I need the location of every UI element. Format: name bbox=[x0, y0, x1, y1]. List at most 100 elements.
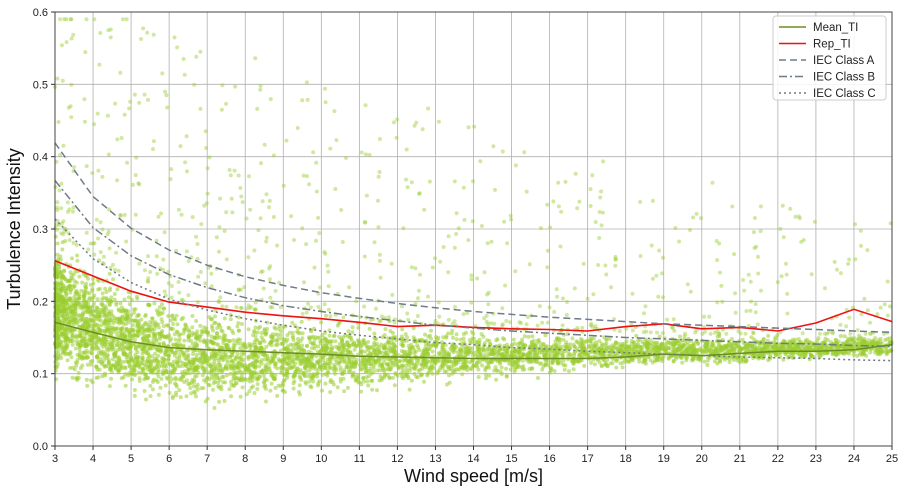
scatter-point bbox=[72, 279, 77, 284]
scatter-point bbox=[259, 358, 264, 363]
scatter-point bbox=[55, 275, 60, 280]
scatter-point bbox=[498, 347, 503, 352]
scatter-point bbox=[382, 373, 387, 378]
scatter-point bbox=[167, 374, 172, 379]
scatter-point bbox=[147, 353, 152, 358]
scatter-point bbox=[416, 369, 421, 373]
scatter-point bbox=[148, 394, 153, 399]
scatter-point bbox=[402, 349, 407, 354]
scatter-point bbox=[407, 358, 412, 363]
scatter-point bbox=[346, 369, 351, 374]
scatter-point bbox=[256, 376, 261, 381]
scatter-point bbox=[422, 379, 426, 384]
scatter-point bbox=[423, 332, 427, 337]
scatter-point bbox=[192, 378, 197, 383]
scatter-point bbox=[253, 325, 258, 330]
scatter-point bbox=[358, 359, 363, 363]
scatter-point bbox=[136, 333, 141, 338]
scatter-point bbox=[454, 359, 458, 364]
scatter-point bbox=[159, 348, 164, 353]
scatter-point bbox=[556, 361, 561, 366]
scatter-point bbox=[411, 326, 416, 331]
scatter-point bbox=[112, 292, 117, 296]
scatter-point bbox=[685, 343, 690, 347]
scatter-point bbox=[334, 367, 339, 372]
scatter-point bbox=[773, 335, 778, 340]
scatter-point bbox=[75, 253, 80, 258]
scatter-point bbox=[222, 316, 227, 321]
scatter-point bbox=[55, 269, 59, 274]
scatter-point bbox=[143, 312, 148, 317]
scatter-point bbox=[140, 355, 145, 360]
scatter-point bbox=[324, 362, 328, 367]
scatter-point bbox=[346, 329, 351, 334]
scatter-point bbox=[752, 337, 757, 342]
scatter-point bbox=[135, 296, 140, 301]
scatter-point bbox=[141, 339, 146, 343]
scatter-point bbox=[134, 347, 139, 352]
scatter-point bbox=[486, 361, 491, 366]
scatter-point bbox=[273, 332, 278, 337]
scatter-point bbox=[295, 366, 300, 371]
scatter-point bbox=[429, 368, 434, 373]
scatter-point bbox=[278, 333, 283, 337]
scatter-point bbox=[207, 363, 212, 368]
scatter-point bbox=[281, 388, 285, 393]
scatter-point bbox=[511, 337, 516, 342]
scatter-point bbox=[454, 332, 459, 337]
scatter-point bbox=[318, 364, 323, 369]
scatter-point bbox=[190, 368, 195, 372]
scatter-point bbox=[81, 293, 86, 298]
scatter-point bbox=[150, 316, 155, 321]
scatter-point bbox=[91, 277, 95, 281]
scatter-point bbox=[219, 387, 224, 392]
scatter-point bbox=[103, 286, 108, 291]
scatter-point bbox=[300, 343, 305, 348]
scatter-point bbox=[842, 334, 847, 339]
scatter-point bbox=[471, 331, 476, 336]
scatter-point bbox=[180, 370, 185, 375]
scatter-point bbox=[520, 340, 525, 345]
scatter-point bbox=[354, 343, 359, 348]
scatter-point bbox=[109, 376, 114, 381]
scatter-point bbox=[589, 360, 593, 365]
scatter-point bbox=[368, 366, 373, 371]
scatter-point bbox=[592, 362, 597, 367]
scatter-point bbox=[59, 339, 63, 344]
scatter-point bbox=[318, 339, 323, 344]
scatter-point bbox=[528, 354, 533, 358]
scatter-point bbox=[72, 284, 77, 289]
scatter-point bbox=[168, 380, 172, 385]
scatter-point bbox=[74, 376, 79, 381]
scatter-point bbox=[370, 378, 375, 383]
scatter-point bbox=[425, 373, 430, 378]
scatter-point bbox=[206, 332, 211, 337]
scatter-point bbox=[255, 387, 260, 391]
scatter-point bbox=[766, 333, 771, 338]
scatter-point bbox=[375, 368, 380, 373]
scatter-point bbox=[181, 343, 186, 348]
scatter-point bbox=[404, 367, 409, 372]
scatter-point bbox=[477, 340, 482, 345]
scatter-point bbox=[328, 380, 333, 385]
scatter-point bbox=[620, 365, 625, 370]
scatter-point bbox=[709, 345, 714, 349]
scatter-point bbox=[194, 352, 199, 357]
scatter-point bbox=[406, 376, 411, 381]
scatter-point bbox=[484, 376, 488, 381]
scatter-point bbox=[678, 334, 682, 339]
scatter-point bbox=[138, 361, 143, 366]
scatter-point bbox=[97, 286, 102, 291]
scatter-point bbox=[469, 367, 474, 372]
scatter-point bbox=[440, 340, 444, 345]
scatter-point bbox=[667, 340, 672, 345]
scatter-point bbox=[407, 387, 412, 392]
scatter-point bbox=[212, 336, 217, 341]
scatter-point bbox=[475, 360, 480, 365]
scatter-point bbox=[366, 340, 370, 344]
scatter-point bbox=[309, 354, 314, 359]
scatter-point bbox=[137, 376, 142, 381]
scatter-point bbox=[436, 335, 441, 340]
scatter-point bbox=[146, 333, 151, 338]
scatter-point bbox=[607, 352, 612, 357]
